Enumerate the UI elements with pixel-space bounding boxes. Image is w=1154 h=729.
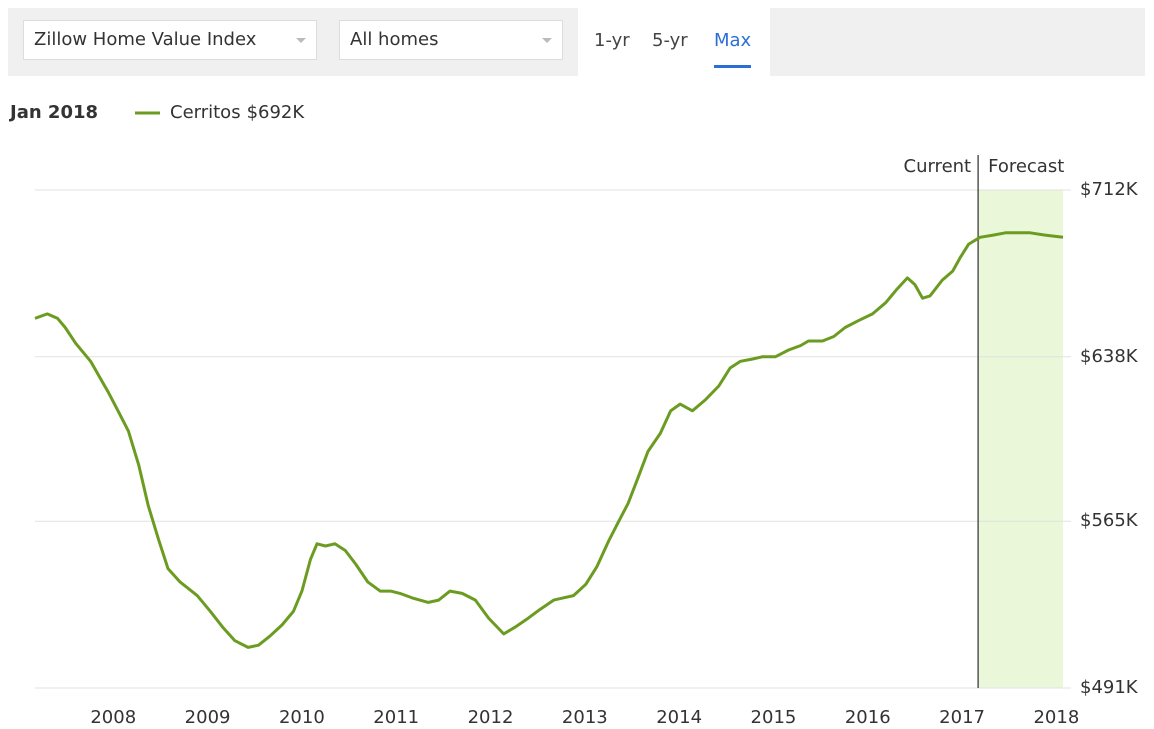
forecast-label: Forecast	[988, 156, 1064, 177]
x-tick-label: 2014	[656, 707, 702, 728]
home-type-text: All homes	[350, 29, 439, 50]
header-date: Jan 2018	[8, 102, 98, 123]
x-tick-label: 2015	[751, 707, 797, 728]
metric-dropdown[interactable]: Zillow Home Value Index	[23, 20, 317, 60]
range-tabs: 1-yr 5-yr Max	[578, 8, 770, 76]
x-tick-label: 2010	[279, 707, 325, 728]
x-tick-label: 2018	[1033, 707, 1079, 728]
x-tick-label: 2013	[562, 707, 608, 728]
legend-value: $692K	[247, 102, 306, 123]
x-tick-label: 2008	[90, 707, 136, 728]
range-tab[interactable]: 5-yr	[652, 30, 688, 51]
range-tab[interactable]: 1-yr	[594, 30, 630, 51]
x-tick-label: 2009	[185, 707, 231, 728]
y-tick-label: $565K	[1080, 510, 1139, 531]
series-line	[34, 231, 1064, 649]
y-tick-label: $638K	[1080, 346, 1139, 367]
x-tick-label: 2011	[373, 707, 419, 728]
metric-text: Zillow Home Value Index	[34, 29, 257, 50]
x-tick-label: 2017	[939, 707, 985, 728]
x-tick-label: 2012	[468, 707, 514, 728]
legend-name: Cerritos	[170, 102, 241, 123]
x-tick-label: 2016	[845, 707, 891, 728]
range-tab[interactable]: Max	[714, 30, 752, 68]
toolbar: Zillow Home Value Index All homes 1-yr 5…	[8, 8, 1145, 76]
y-tick-label: $491K	[1080, 677, 1139, 698]
home-type-dropdown[interactable]: All homes	[339, 20, 563, 60]
forecast-band	[978, 190, 1063, 688]
current-label: Current	[904, 156, 972, 177]
y-tick-label: $712K	[1080, 179, 1139, 200]
legend-entry: Cerritos $692K	[170, 102, 305, 123]
